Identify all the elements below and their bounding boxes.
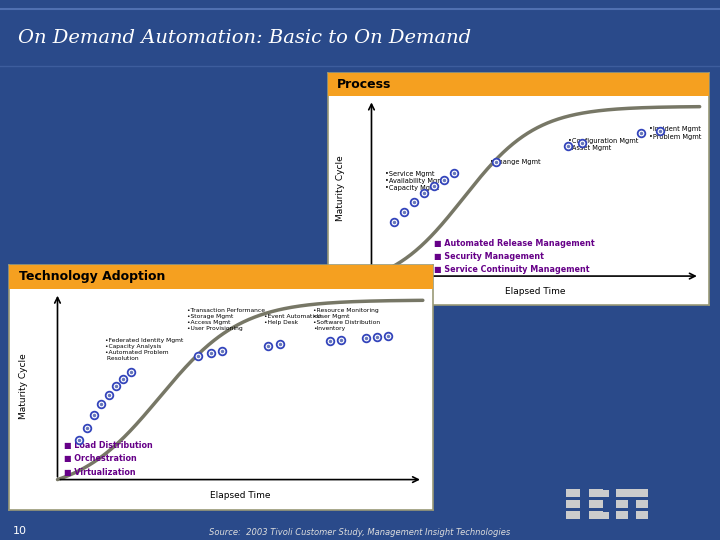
Text: •Service Mgmt
•Availability Mgmt
•Capacity Mgmt: •Service Mgmt •Availability Mgmt •Capaci… [384,171,446,192]
Text: On Demand Automation: Basic to On Demand: On Demand Automation: Basic to On Demand [18,29,471,47]
Text: Technology Adoption: Technology Adoption [19,271,166,284]
Text: •Transaction Performance
•Storage Mgmt
•Access Mgmt
•User Provisioning: •Transaction Performance •Storage Mgmt •… [187,308,265,330]
Bar [566,489,580,497]
Text: Maturity Cycle: Maturity Cycle [19,353,28,419]
Text: ■ Service Continuity Management: ■ Service Continuity Management [434,265,590,274]
Text: Elapsed Time: Elapsed Time [210,491,271,501]
Bar [589,511,603,519]
Bar [328,73,709,96]
Bar [589,500,603,508]
Text: ■ Security Management: ■ Security Management [434,252,544,261]
Bar [603,512,609,519]
Bar [628,489,632,497]
Text: ■ Load Distribution: ■ Load Distribution [64,441,153,450]
Text: 10: 10 [13,525,27,536]
Text: ■ Orchestration: ■ Orchestration [64,454,137,463]
Bar [636,511,648,519]
Bar [566,511,580,519]
Text: Elapsed Time: Elapsed Time [505,287,566,296]
Text: Maturity Cycle: Maturity Cycle [336,155,346,221]
Bar [636,500,648,508]
Bar [616,500,629,508]
Text: Process: Process [337,78,392,91]
Text: ■ Virtualization: ■ Virtualization [64,468,135,477]
Bar [589,489,603,497]
Bar [9,265,433,289]
Text: •Resource Monitoring
•User Mgmt
•Software Distribution
•Inventory: •Resource Monitoring •User Mgmt •Softwar… [313,308,380,330]
Bar [566,500,580,508]
Bar [616,511,629,519]
Text: •Incident Mgmt
•Problem Mgmt: •Incident Mgmt •Problem Mgmt [649,126,701,139]
Text: Source:  2003 Tivoli Customer Study, Management Insight Technologies: Source: 2003 Tivoli Customer Study, Mana… [210,528,510,537]
Bar [632,489,637,497]
Text: •Change Mgmt: •Change Mgmt [490,159,540,165]
Text: •Configuration Mgmt
•Asset Mgmt: •Configuration Mgmt •Asset Mgmt [568,138,639,151]
Text: •Event Automation
•Help Desk: •Event Automation •Help Desk [264,314,322,325]
Bar [636,489,648,497]
Text: •Federated Identity Mgmt
•Capacity Analysis
•Automated Problem
 Resolution: •Federated Identity Mgmt •Capacity Analy… [105,338,184,361]
Bar [616,489,629,497]
Text: ■ Automated Release Management: ■ Automated Release Management [434,239,595,248]
Bar [603,490,609,497]
